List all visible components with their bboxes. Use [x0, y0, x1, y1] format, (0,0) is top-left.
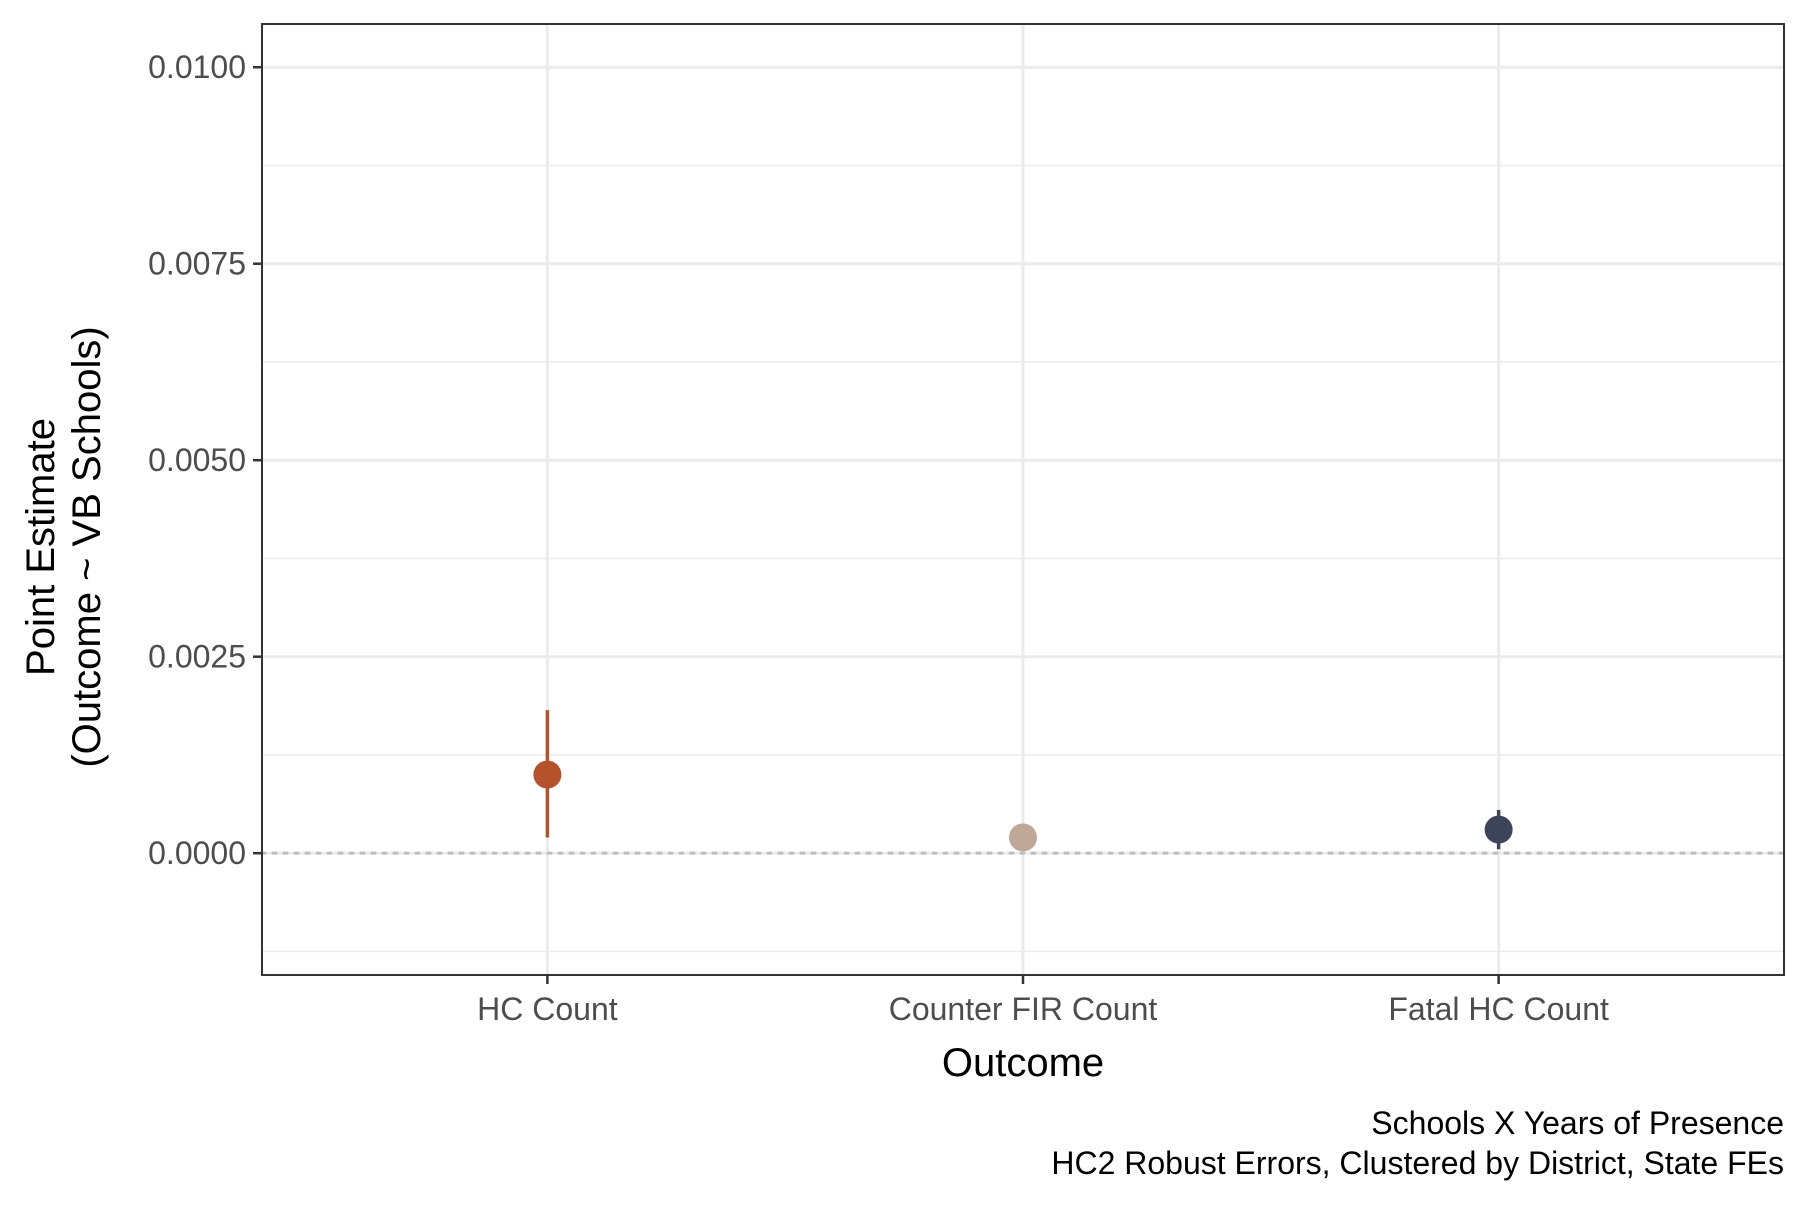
x-tick-label: Fatal HC Count — [1388, 991, 1609, 1027]
y-axis-label-line-1: Point Estimate — [19, 418, 63, 676]
data-point — [533, 760, 562, 789]
y-tick-label: 0.0100 — [148, 49, 246, 85]
y-tick-label: 0.0000 — [148, 835, 246, 871]
caption-line-1: Schools X Years of Presence — [1371, 1105, 1784, 1141]
y-tick-label: 0.0075 — [148, 246, 246, 282]
x-tick-label: HC Count — [477, 991, 618, 1027]
y-tick-label: 0.0050 — [148, 442, 246, 478]
data-point — [1484, 815, 1513, 844]
y-tick-label: 0.0025 — [148, 639, 246, 675]
x-axis-label: Outcome — [942, 1041, 1104, 1085]
data-point — [1009, 823, 1037, 852]
x-tick-label: Counter FIR Count — [889, 991, 1158, 1027]
y-axis-label-line-2: (Outcome ~ VB Schools) — [65, 326, 109, 767]
caption-line-2: HC2 Robust Errors, Clustered by District… — [1051, 1145, 1784, 1181]
